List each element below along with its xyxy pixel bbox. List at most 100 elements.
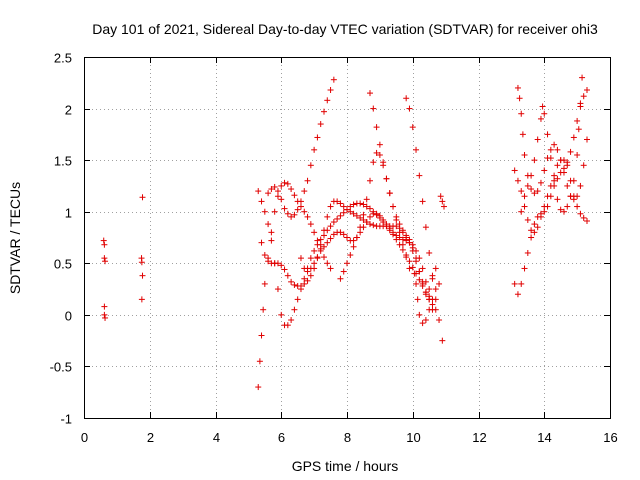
data-point <box>261 208 268 215</box>
x-tick-label: 8 <box>344 430 351 445</box>
y-tick-label: 1 <box>65 206 72 221</box>
data-point <box>288 213 295 220</box>
x-tick-label: 2 <box>147 430 154 445</box>
data-point <box>102 314 109 321</box>
data-point <box>396 221 403 228</box>
data-point <box>413 247 420 254</box>
data-point <box>416 276 423 283</box>
data-point <box>317 247 324 254</box>
data-point <box>383 221 390 228</box>
data-point <box>367 90 374 97</box>
data-point <box>524 249 531 256</box>
data-point <box>524 216 531 223</box>
data-point <box>353 234 360 241</box>
data-point <box>317 236 324 243</box>
data-point <box>528 186 535 193</box>
data-point <box>288 278 295 285</box>
data-point <box>304 268 311 275</box>
data-point <box>363 203 370 210</box>
data-point <box>554 175 561 182</box>
data-point <box>416 255 423 262</box>
data-point <box>422 224 429 231</box>
data-point <box>403 237 410 244</box>
data-point <box>560 169 567 176</box>
data-point <box>330 76 337 83</box>
data-point <box>376 141 383 148</box>
data-point <box>297 255 304 262</box>
data-point <box>416 311 423 318</box>
data-point <box>521 265 528 272</box>
data-point <box>353 212 360 219</box>
data-point <box>429 296 436 303</box>
data-point <box>304 177 311 184</box>
x-tick-label: 0 <box>81 430 88 445</box>
data-point <box>531 221 538 228</box>
data-point <box>419 265 426 272</box>
x-tick-labels: 0 2 4 6 8 10 12 14 16 <box>81 430 618 445</box>
data-point <box>544 203 551 210</box>
x-tick-label: 12 <box>472 430 486 445</box>
data-point <box>396 234 403 241</box>
data-point <box>373 124 380 131</box>
data-point <box>324 213 331 220</box>
data-point <box>268 237 275 244</box>
data-point <box>413 146 420 153</box>
data-point <box>426 249 433 256</box>
data-point <box>284 210 291 217</box>
data-point <box>518 208 525 215</box>
data-point <box>260 306 267 313</box>
data-point <box>521 203 528 210</box>
data-point <box>320 243 327 250</box>
data-point <box>528 227 535 234</box>
data-point <box>337 200 344 207</box>
data-point <box>255 384 262 391</box>
data-point <box>564 159 571 166</box>
data-point <box>376 212 383 219</box>
data-point <box>297 282 304 289</box>
data-point <box>574 203 581 210</box>
data-point <box>294 296 301 303</box>
data-point <box>422 291 429 298</box>
data-point <box>357 214 364 221</box>
data-point <box>416 172 423 179</box>
data-point <box>426 306 433 313</box>
data-point <box>383 175 390 182</box>
data-point <box>311 146 318 153</box>
data-point <box>521 193 528 200</box>
data-point <box>511 280 518 287</box>
data-point <box>271 183 278 190</box>
data-point <box>541 208 548 215</box>
data-point <box>139 194 146 201</box>
data-point <box>544 131 551 138</box>
data-point <box>528 234 535 241</box>
data-point <box>274 260 281 267</box>
data-point <box>340 268 347 275</box>
data-point <box>547 146 554 153</box>
data-point <box>360 216 367 223</box>
data-point <box>324 260 331 267</box>
data-point <box>284 272 291 279</box>
data-point <box>324 97 331 104</box>
data-point <box>291 306 298 313</box>
data-point <box>367 213 374 220</box>
data-point <box>440 203 447 210</box>
data-point <box>363 196 370 203</box>
data-point <box>531 190 538 197</box>
data-point <box>340 209 347 216</box>
data-point <box>403 254 410 261</box>
data-point <box>278 311 285 318</box>
data-point <box>347 203 354 210</box>
data-point <box>311 260 318 267</box>
data-point <box>350 243 357 250</box>
data-point <box>409 241 416 248</box>
data-point <box>518 280 525 287</box>
data-point <box>577 210 584 217</box>
data-point <box>347 252 354 259</box>
data-point <box>304 213 311 220</box>
data-point <box>301 208 308 215</box>
data-point <box>439 198 446 205</box>
grid-lines <box>84 57 610 418</box>
data-point <box>327 203 334 210</box>
data-point <box>399 236 406 243</box>
data-point <box>102 258 109 265</box>
